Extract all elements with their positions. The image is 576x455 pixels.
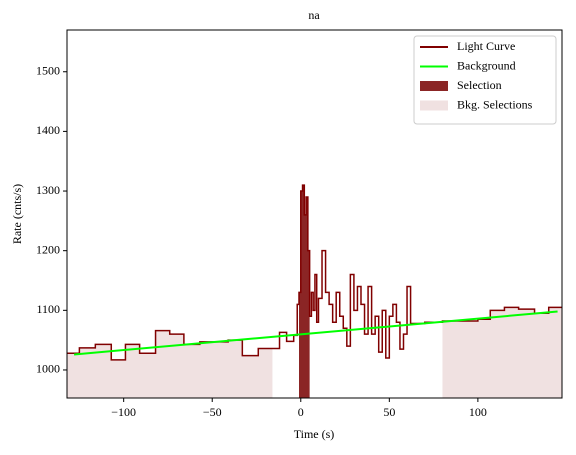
plot-frame [66,29,563,399]
y-axis-label: Rate (cnts/s) [10,184,24,244]
y-tick-label: 1500 [36,64,60,78]
x-tick-label: 100 [469,405,487,419]
chart-title: na [308,8,320,22]
legend-label: Selection [457,78,502,92]
legend-swatch [420,100,448,111]
x-tick-label: 0 [298,405,304,419]
y-tick-label: 1400 [36,123,60,137]
legend-box [413,35,557,125]
x-axis-label: Time (s) [294,427,335,441]
axes: −100 −50 0 50 100 1000 1100 1200 1300 1400 1500 Lig… [36,29,563,419]
y-tick-label: 1100 [36,302,60,316]
x-tick-label: −50 [203,405,222,419]
y-tick-label: 1300 [36,183,60,197]
region [299,185,310,398]
legend-label: Background [457,58,516,72]
legend-label: Bkg. Selections [457,97,533,111]
y-tick-label: 1200 [36,242,60,256]
legend-swatch [420,81,448,91]
series-line [73,310,558,356]
legend-label: Light Curve [457,39,515,53]
y-tick-label: 1000 [36,362,60,376]
x-tick-label: 50 [383,405,395,419]
x-tick-label: −100 [111,405,136,419]
